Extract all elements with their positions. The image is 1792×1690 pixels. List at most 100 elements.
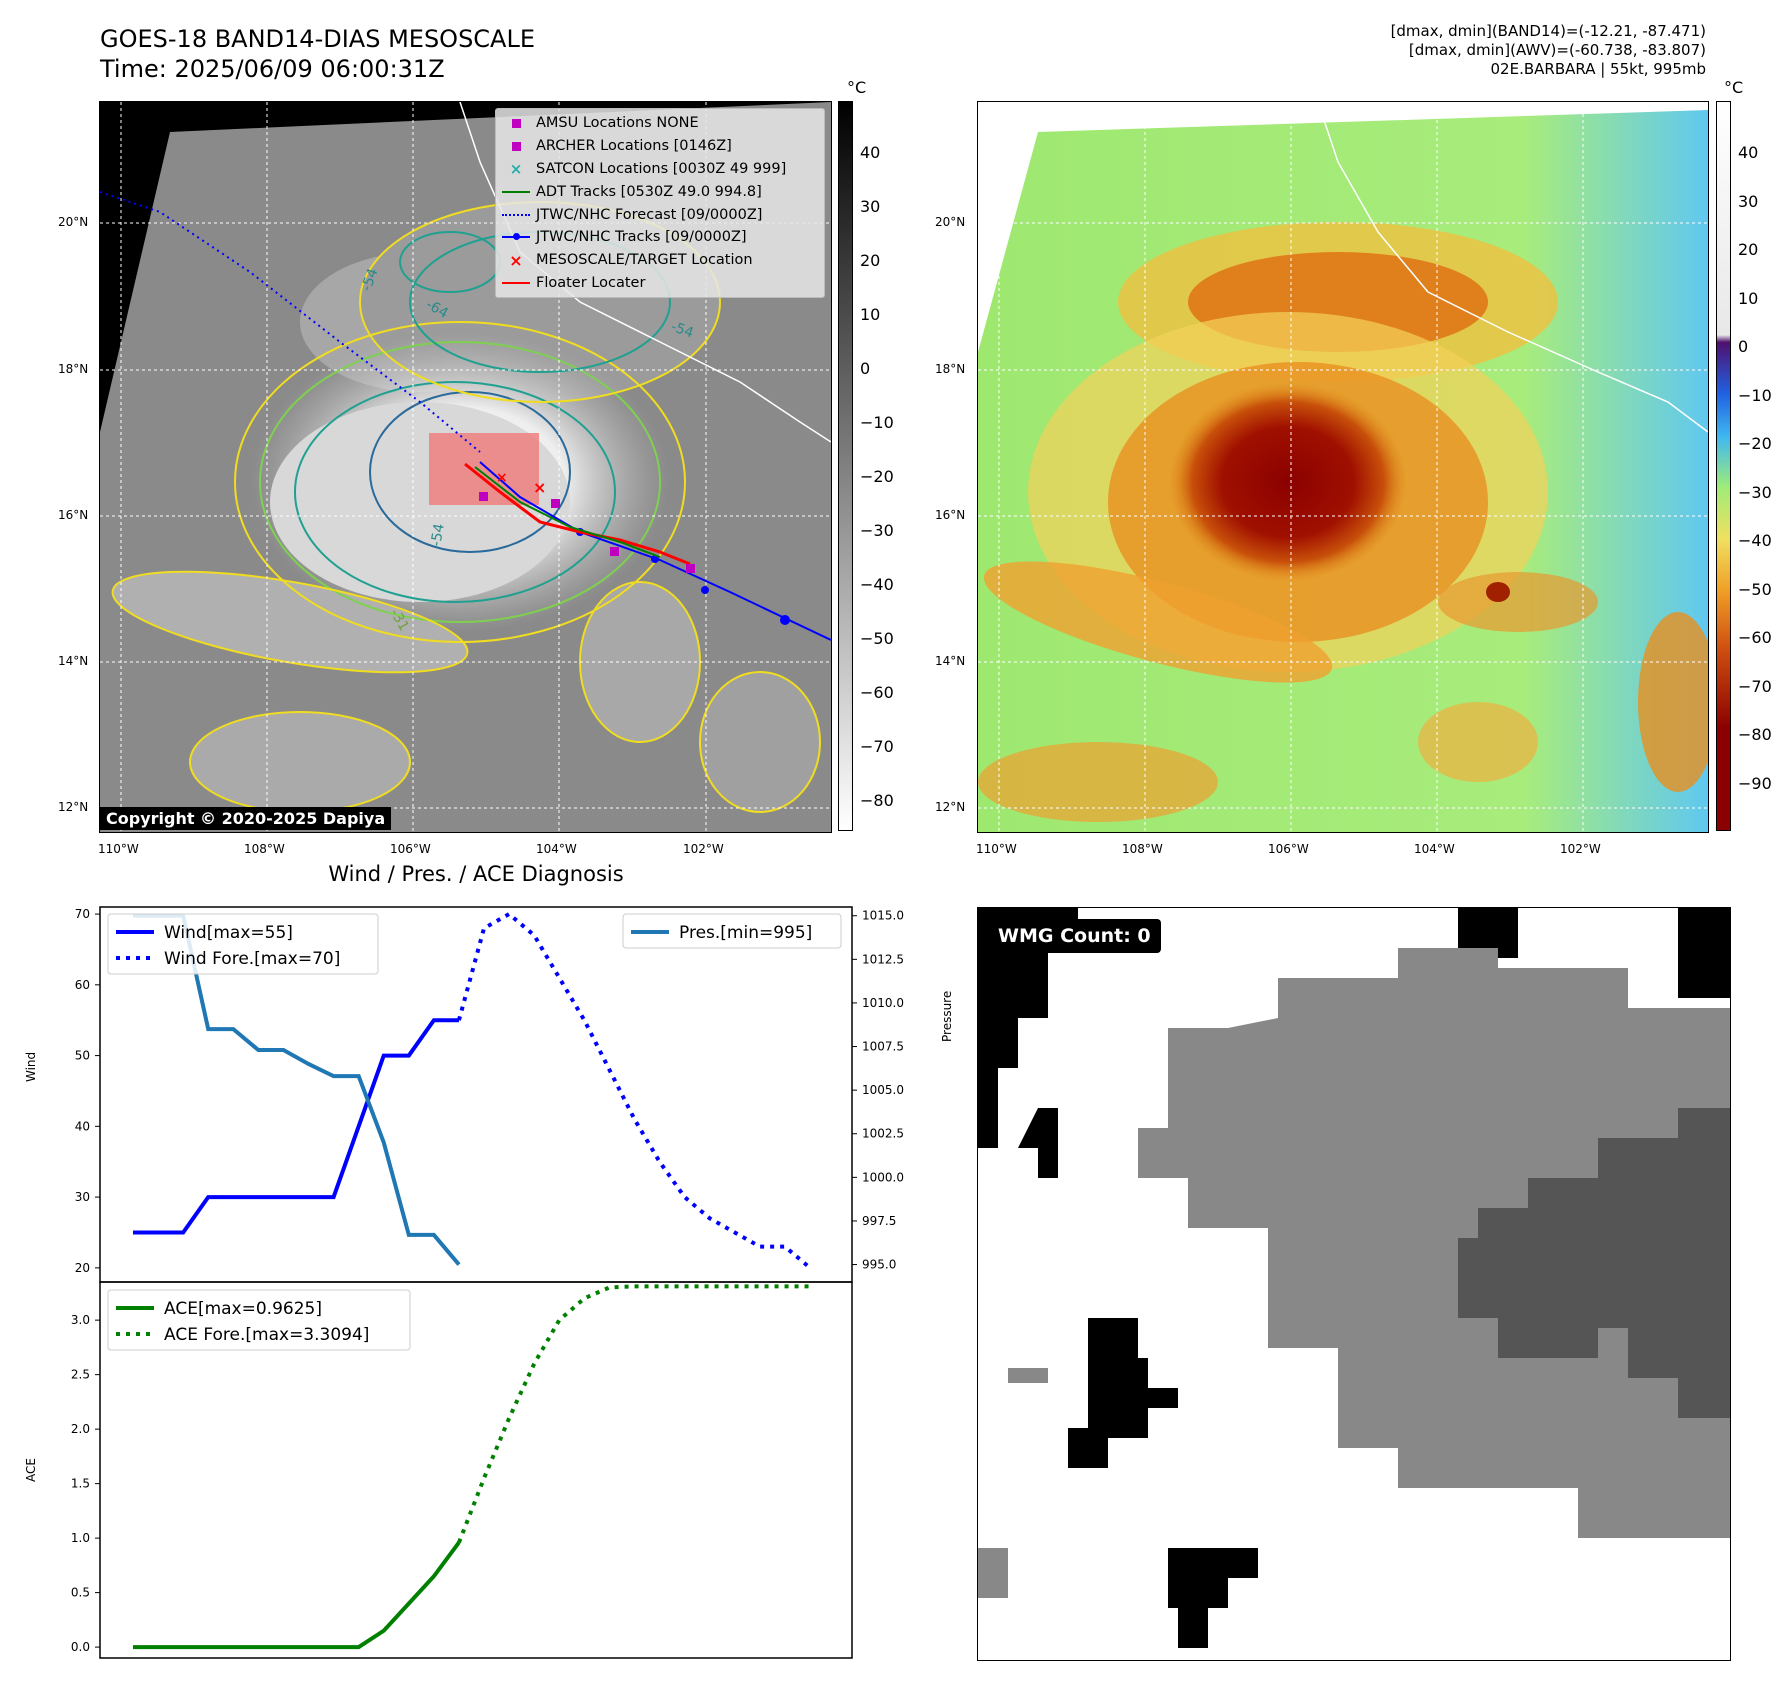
ir-map-panel: × × -54 -64 -54 -54 -31 Copyright © 2020… — [99, 101, 832, 833]
legend-label: JTWC/NHC Tracks [09/0000Z] — [536, 229, 747, 246]
lat-label: 20°N — [935, 215, 966, 229]
wind-forecast-series-line — [457, 911, 812, 1270]
legend-label: SATCON Locations [0030Z 49 999] — [536, 160, 787, 177]
lon-label: 106°W — [1268, 842, 1309, 856]
colorbar-tick: −70 — [860, 737, 894, 756]
legend-item: AMSU Locations NONE — [496, 112, 824, 135]
wmg-panel: WMG Count: 0 — [977, 907, 1731, 1661]
svg-text:×: × — [533, 478, 546, 497]
legend-label: JTWC/NHC Forecast [09/0000Z] — [536, 206, 763, 223]
colorbar-tick: −50 — [1738, 579, 1772, 599]
legend-redx-icon: × — [509, 250, 523, 270]
figure-title-line1: GOES-18 BAND14-DIAS MESOSCALE — [100, 25, 536, 53]
lat-label: 18°N — [58, 362, 89, 376]
ace-tick-label: 1.0 — [71, 1531, 90, 1545]
legend-item: JTWC/NHC Tracks [09/0000Z] — [496, 226, 824, 249]
legend-item: ADT Tracks [0530Z 49.0 994.8] — [496, 180, 824, 203]
colorbar-tick: −20 — [860, 467, 894, 486]
diagnosis-chart-area: Wind / Pres. / ACE Diagnosis 70 60 50 40 30 2… — [0, 862, 960, 1662]
legend-label: ARCHER Locations [0146Z] — [536, 138, 732, 155]
lat-label: 12°N — [935, 800, 966, 814]
ace-tick-label: 1.5 — [71, 1477, 90, 1491]
legend-line-icon — [496, 281, 536, 284]
legend-entry-label: Wind Fore.[max=70] — [164, 949, 340, 969]
colorbar-right-ticks: 40 30 20 10 0 −10 −20 −30 −40 −50 −60 −7… — [1738, 143, 1788, 819]
colorbar-tick: −10 — [860, 413, 894, 432]
legend-item: ARCHER Locations [0146Z] — [496, 135, 824, 158]
colorbar-tick: −60 — [860, 683, 894, 702]
lon-label: 104°W — [536, 842, 577, 856]
wind-tick-label: 50 — [75, 1049, 90, 1063]
legend-x-icon: × — [509, 159, 523, 178]
legend-item: Floater Locater — [496, 272, 824, 295]
legend-label: AMSU Locations NONE — [536, 115, 699, 132]
lat-label: 18°N — [935, 362, 966, 376]
colorbar-tick: −70 — [1738, 676, 1772, 696]
legend-entry-label: Wind[max=55] — [164, 923, 293, 943]
legend-marker-icon — [496, 118, 536, 128]
legend-label: ADT Tracks [0530Z 49.0 994.8] — [536, 183, 762, 200]
colorbar-tick: 30 — [1738, 191, 1759, 211]
wmg-count-badge: WMG Count: 0 — [988, 919, 1161, 953]
awv-map-panel — [977, 101, 1709, 833]
wind-series-line — [133, 1018, 459, 1235]
pressure-tick-label: 1002.5 — [862, 1127, 904, 1141]
wind-tick-label: 30 — [75, 1190, 90, 1204]
ace-tick-label: 2.5 — [71, 1368, 90, 1382]
lon-label: 106°W — [390, 842, 431, 856]
lat-label: 12°N — [58, 800, 89, 814]
colorbar-left-ticks: 40 30 20 10 0 −10 −20 −30 −40 −50 −60 −7… — [860, 143, 910, 819]
legend-entry-label: Pres.[min=995] — [679, 923, 812, 943]
lon-label: 108°W — [1122, 842, 1163, 856]
map-legend: AMSU Locations NONE ARCHER Locations [01… — [495, 108, 825, 299]
legend-dotline-icon — [496, 233, 536, 241]
colorbar-left-unit: °C — [847, 78, 867, 97]
lat-label: 20°N — [58, 215, 89, 229]
legend-item: × MESOSCALE/TARGET Location — [496, 249, 824, 272]
lon-label: 108°W — [244, 842, 285, 856]
svg-text:×: × — [496, 470, 508, 486]
legend-marker-icon — [496, 141, 536, 151]
info-band14-range: [dmax, dmin](BAND14)=(-12.21, -87.471) — [1390, 22, 1706, 40]
wind-tick-label: 60 — [75, 978, 90, 992]
ace-tick-label: 3.0 — [71, 1313, 90, 1327]
colorbar-tick: −30 — [1738, 482, 1772, 502]
pressure-tick-label: 1000.0 — [862, 1170, 904, 1184]
ace-axis-label: ACE — [24, 1458, 38, 1482]
info-awv-range: [dmax, dmin](AWV)=(-60.738, -83.807) — [1408, 41, 1706, 59]
colorbar-tick: −30 — [860, 521, 894, 540]
colorbar-right-unit: °C — [1724, 78, 1744, 97]
colorbar-tick: −90 — [1738, 773, 1772, 793]
colorbar-tick: 30 — [860, 197, 881, 216]
pressure-tick-label: 997.5 — [862, 1214, 896, 1228]
info-block: [dmax, dmin](BAND14)=(-12.21, -87.471) [… — [1006, 22, 1706, 79]
info-storm-summary: 02E.BARBARA | 55kt, 995mb — [1490, 60, 1706, 78]
legend-label: MESOSCALE/TARGET Location — [536, 252, 753, 269]
colorbar-tick: −80 — [1738, 725, 1772, 744]
pressure-tick-label: 1010.0 — [862, 996, 904, 1010]
pressure-tick-label: 995.0 — [862, 1258, 896, 1272]
ace-tick-label: 0.5 — [71, 1586, 90, 1600]
legend-line-icon — [496, 190, 536, 193]
contour-label: -54 — [359, 266, 382, 293]
ace-forecast-series-line — [457, 1284, 810, 1544]
contour-label: -54 — [428, 522, 448, 547]
colorbar-tick: 20 — [1738, 240, 1759, 259]
colorbar-tick: −10 — [1738, 385, 1772, 405]
pressure-tick-label: 1015.0 — [862, 909, 904, 923]
lat-label: 16°N — [935, 508, 966, 522]
pressure-axis-label: Pressure — [940, 990, 954, 1042]
lon-label: 110°W — [98, 842, 139, 856]
colorbar-tick: 40 — [860, 143, 881, 162]
wind-tick-label: 40 — [75, 1119, 90, 1133]
wind-axis-label: Wind — [24, 1051, 38, 1082]
lon-label: 102°W — [1560, 842, 1601, 856]
legend-entry-label: ACE Fore.[max=3.3094] — [164, 1325, 369, 1345]
legend-item: × SATCON Locations [0030Z 49 999] — [496, 158, 824, 181]
ace-panel-frame — [99, 1281, 853, 1659]
lon-label: 104°W — [1414, 842, 1455, 856]
lat-label: 14°N — [58, 654, 89, 668]
colorbar-tick: 0 — [860, 359, 871, 378]
colorbar-tick: 20 — [860, 251, 881, 270]
colorbar-left — [838, 101, 853, 831]
